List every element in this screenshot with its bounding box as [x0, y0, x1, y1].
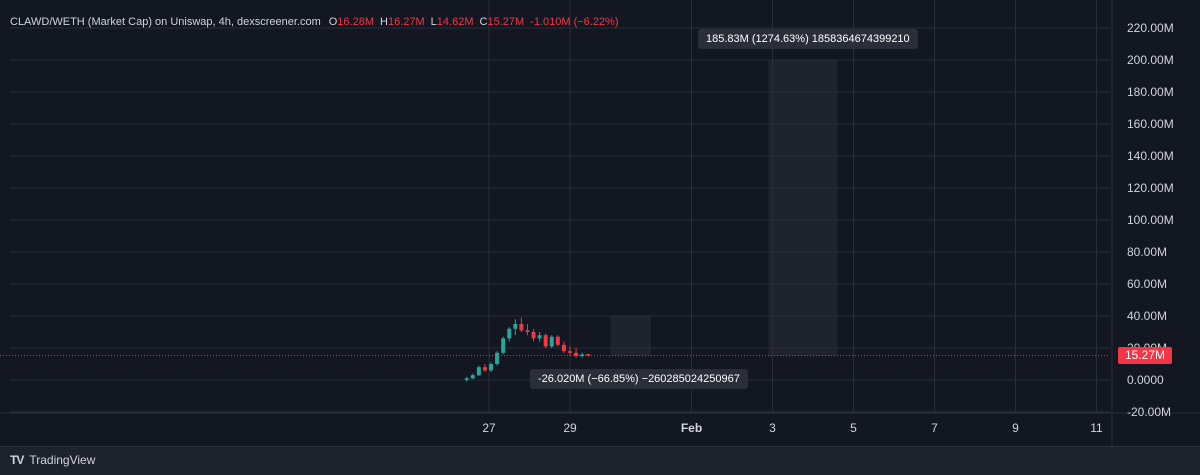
candle-body — [513, 324, 518, 329]
chart-title: CLAWD/WETH (Market Cap) on Uniswap, 4h, … — [10, 16, 321, 28]
y-tick-label: 200.00M — [1127, 53, 1174, 67]
candle-body — [470, 375, 475, 379]
y-tick-label: 0.0000 — [1127, 373, 1164, 387]
measure-up-label: 185.83M (1274.63%) 1858364674399210 — [698, 29, 918, 49]
candle-body — [507, 328, 512, 339]
tradingview-brand[interactable]: TV TradingView — [10, 453, 95, 467]
candle-body — [555, 336, 560, 345]
x-tick-label: 29 — [563, 421, 577, 435]
open-key: O — [328, 16, 338, 28]
measure-shades — [610, 60, 838, 356]
y-tick-label: 160.00M — [1127, 117, 1174, 131]
candle-body — [543, 335, 548, 347]
candle-body — [531, 332, 536, 339]
x-tick-label: 3 — [769, 421, 776, 435]
close-value: 15.27M — [487, 16, 525, 28]
brand-label: TradingView — [29, 453, 96, 467]
y-tick-label: 80.00M — [1127, 245, 1167, 259]
x-tick-label: 11 — [1090, 421, 1103, 435]
chart-legend: CLAWD/WETH (Market Cap) on Uniswap, 4h, … — [10, 16, 625, 28]
y-tick-label: 60.00M — [1127, 277, 1167, 291]
candle-body — [561, 344, 566, 352]
measure-down-label: -26.020M (−66.85%) −260285024250967 — [530, 369, 748, 389]
low-key: L — [430, 16, 437, 28]
x-axis[interactable]: 27 29 Feb 3 5 7 9 11 — [482, 421, 1103, 435]
candle-body — [489, 364, 494, 371]
candle-body — [476, 367, 481, 376]
candle-body — [586, 353, 591, 356]
candle-body — [519, 324, 524, 331]
candle-body — [574, 352, 579, 356]
x-tick-label: 9 — [1012, 421, 1019, 435]
y-tick-label: 180.00M — [1127, 85, 1174, 99]
candle-body — [495, 352, 500, 364]
y-axis[interactable]: 220.00M 200.00M 180.00M 160.00M 140.00M 120.0… — [1127, 21, 1174, 419]
candle-body — [580, 354, 585, 356]
candle-body — [501, 338, 506, 353]
low-value: 14.62M — [436, 16, 474, 28]
y-tick-label: -20.00M — [1127, 405, 1171, 419]
measure-range — [610, 316, 651, 356]
candle-body — [525, 330, 530, 332]
y-tick-label: 100.00M — [1127, 213, 1174, 227]
x-tick-label: 5 — [850, 421, 857, 435]
candle-body — [549, 336, 554, 347]
change-value: -1.010M (−6.22%) — [530, 16, 619, 28]
open-value: 16.28M — [337, 16, 375, 28]
chart-grid — [0, 0, 1200, 446]
x-tick-label: 7 — [931, 421, 938, 435]
last-price-tag: 15.27M — [1118, 347, 1172, 364]
footer-bar: TV TradingView — [0, 446, 1200, 475]
y-tick-label: 140.00M — [1127, 149, 1174, 163]
high-key: H — [380, 16, 388, 28]
y-tick-label: 220.00M — [1127, 21, 1174, 35]
candles — [464, 317, 591, 382]
close-key: C — [479, 16, 488, 28]
measure-range — [768, 60, 838, 356]
x-tick-label: Feb — [681, 421, 702, 435]
high-value: 16.27M — [387, 16, 425, 28]
x-tick-label: 27 — [482, 421, 496, 435]
y-tick-label: 40.00M — [1127, 309, 1167, 323]
candle-body — [464, 378, 469, 380]
candle-body — [537, 335, 542, 339]
tradingview-logo-icon: TV — [10, 453, 24, 467]
candle-body — [482, 367, 487, 371]
y-tick-label: 120.00M — [1127, 181, 1174, 195]
candle-body — [568, 351, 572, 353]
